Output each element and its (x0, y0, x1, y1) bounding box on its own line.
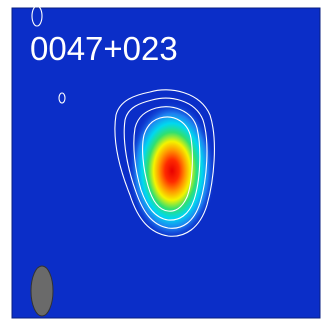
beam-ellipse (31, 266, 53, 316)
radio-map: 0047+023 (0, 0, 329, 332)
source-label: 0047+023 (30, 30, 178, 67)
